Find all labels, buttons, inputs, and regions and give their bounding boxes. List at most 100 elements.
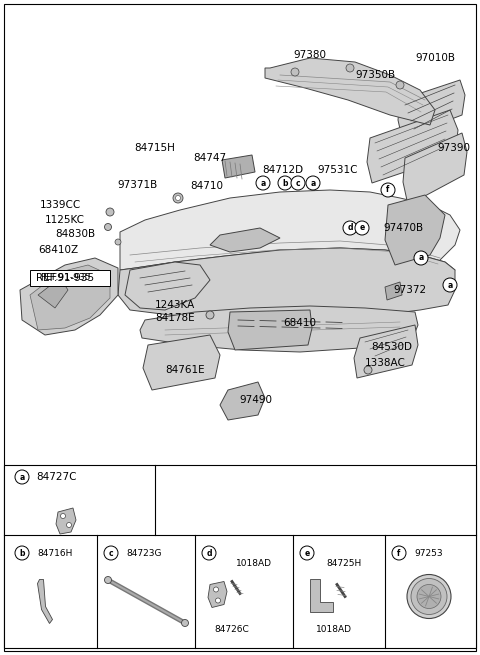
Circle shape — [106, 208, 114, 216]
Circle shape — [181, 620, 189, 626]
Text: 84830B: 84830B — [55, 229, 95, 239]
Text: REF.91-935: REF.91-935 — [40, 274, 90, 282]
Polygon shape — [403, 133, 467, 205]
Polygon shape — [215, 310, 395, 348]
Circle shape — [15, 470, 29, 484]
Polygon shape — [385, 195, 445, 265]
Text: c: c — [108, 548, 113, 557]
Text: b: b — [282, 179, 288, 187]
Polygon shape — [140, 306, 418, 352]
Text: 97253: 97253 — [414, 548, 443, 557]
Polygon shape — [143, 335, 220, 390]
Circle shape — [105, 576, 111, 584]
Polygon shape — [38, 278, 68, 308]
Text: 68410Z: 68410Z — [38, 245, 78, 255]
Circle shape — [414, 251, 428, 265]
Circle shape — [214, 587, 218, 592]
Text: d: d — [206, 548, 212, 557]
Polygon shape — [20, 258, 118, 335]
Polygon shape — [398, 80, 465, 138]
Circle shape — [202, 546, 216, 560]
Circle shape — [67, 523, 72, 527]
Text: 97010B: 97010B — [415, 53, 455, 63]
Polygon shape — [30, 265, 110, 330]
Text: a: a — [19, 472, 24, 481]
Text: f: f — [386, 185, 390, 195]
Text: 84530D: 84530D — [372, 342, 412, 352]
Circle shape — [355, 221, 369, 235]
Text: 84727C: 84727C — [36, 472, 76, 482]
Bar — [4, 465, 476, 648]
Text: e: e — [360, 223, 365, 233]
Polygon shape — [354, 325, 418, 378]
Text: b: b — [19, 548, 25, 557]
Polygon shape — [220, 382, 265, 420]
Circle shape — [443, 278, 457, 292]
Text: 84178E: 84178E — [155, 313, 195, 323]
Text: 84716H: 84716H — [37, 548, 72, 557]
Text: c: c — [296, 179, 300, 187]
Circle shape — [173, 193, 183, 203]
Text: 1338AC: 1338AC — [365, 358, 406, 368]
Circle shape — [381, 183, 395, 197]
Polygon shape — [222, 155, 255, 178]
Polygon shape — [228, 310, 312, 350]
Text: 84725H: 84725H — [326, 559, 361, 567]
Polygon shape — [56, 508, 76, 534]
Polygon shape — [208, 582, 227, 607]
Text: 84715H: 84715H — [134, 143, 175, 153]
Circle shape — [256, 176, 270, 190]
Text: 97380: 97380 — [293, 50, 326, 60]
Polygon shape — [120, 190, 460, 280]
Text: e: e — [304, 548, 310, 557]
Circle shape — [216, 598, 220, 603]
Text: 1339CC: 1339CC — [39, 200, 81, 210]
Circle shape — [104, 546, 118, 560]
Circle shape — [115, 239, 121, 245]
Text: 1018AD: 1018AD — [316, 626, 352, 635]
Circle shape — [176, 195, 180, 200]
Circle shape — [407, 574, 451, 618]
Text: d: d — [347, 223, 353, 233]
Polygon shape — [210, 228, 280, 252]
Circle shape — [60, 514, 65, 519]
Text: a: a — [260, 179, 265, 187]
Polygon shape — [37, 580, 52, 624]
Text: f: f — [397, 548, 401, 557]
Polygon shape — [125, 262, 210, 310]
Text: 1243KA: 1243KA — [155, 300, 195, 310]
Text: 97390: 97390 — [437, 143, 470, 153]
Text: 84712D: 84712D — [263, 165, 303, 175]
Circle shape — [15, 546, 29, 560]
Polygon shape — [367, 110, 458, 183]
Circle shape — [392, 546, 406, 560]
Circle shape — [346, 64, 354, 72]
Text: 97531C: 97531C — [318, 165, 358, 175]
Circle shape — [291, 176, 305, 190]
Text: 97372: 97372 — [394, 285, 427, 295]
Circle shape — [411, 578, 447, 614]
Polygon shape — [118, 248, 455, 320]
Circle shape — [206, 311, 214, 319]
Circle shape — [291, 68, 299, 76]
Circle shape — [105, 223, 111, 231]
Text: a: a — [419, 253, 424, 263]
Circle shape — [364, 366, 372, 374]
Polygon shape — [310, 578, 333, 612]
Circle shape — [278, 176, 292, 190]
Text: 1018AD: 1018AD — [236, 559, 272, 567]
Circle shape — [396, 81, 404, 89]
Text: a: a — [311, 179, 316, 187]
Circle shape — [306, 176, 320, 190]
Text: a: a — [447, 280, 453, 290]
Circle shape — [343, 221, 357, 235]
Text: 84747: 84747 — [193, 153, 227, 163]
Text: 68410: 68410 — [284, 318, 316, 328]
Polygon shape — [385, 282, 402, 300]
Text: 84710: 84710 — [191, 181, 224, 191]
Text: 1125KC: 1125KC — [45, 215, 85, 225]
Text: 84723G: 84723G — [126, 548, 161, 557]
Text: REF.91-935: REF.91-935 — [36, 273, 94, 283]
Text: 97470B: 97470B — [383, 223, 423, 233]
Text: 84726C: 84726C — [215, 626, 250, 635]
